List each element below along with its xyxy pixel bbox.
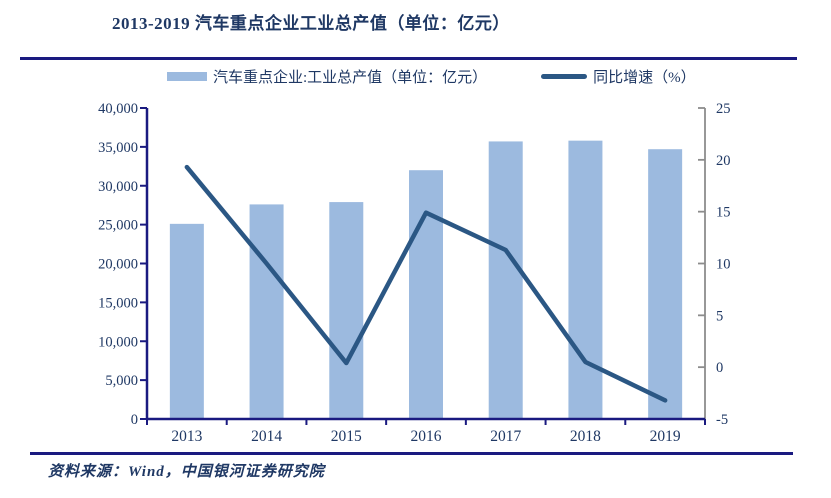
footer-divider xyxy=(30,452,793,455)
left-axis-label: 5,000 xyxy=(105,373,138,389)
x-axis-label-2018: 2018 xyxy=(570,428,601,445)
bar-2015 xyxy=(329,202,364,419)
legend-item-growth-rate: 同比增速（%） xyxy=(541,66,696,87)
bar-2016 xyxy=(409,170,443,419)
right-axis-label: -5 xyxy=(716,412,728,428)
x-axis-label-2019: 2019 xyxy=(650,428,681,445)
right-axis-label: 5 xyxy=(716,308,723,324)
line-series-swatch xyxy=(541,74,588,79)
left-axis-label: 30,000 xyxy=(98,179,138,195)
right-axis-label: 0 xyxy=(716,360,723,376)
chart-title: 2013-2019 汽车重点企业工业总产值（单位：亿元） xyxy=(112,14,510,33)
right-axis-label: 15 xyxy=(716,205,731,221)
bar-2014 xyxy=(249,204,284,419)
left-axis-label: 40,000 xyxy=(98,101,138,117)
left-axis-label: 0 xyxy=(131,412,138,428)
x-axis-label-2014: 2014 xyxy=(251,428,282,445)
x-axis-label-2017: 2017 xyxy=(490,428,521,445)
left-axis-label: 10,000 xyxy=(98,334,138,350)
x-axis-label-2013: 2013 xyxy=(171,428,202,445)
left-axis-label: 15,000 xyxy=(98,295,138,311)
left-axis-label: 35,000 xyxy=(98,140,138,156)
x-axis-label-2016: 2016 xyxy=(411,428,442,445)
x-axis-label-2015: 2015 xyxy=(331,428,362,445)
right-axis-label: 10 xyxy=(716,257,731,273)
bar-2017 xyxy=(488,141,523,419)
chart-legend: 汽车重点企业:工业总产值（单位：亿元） 同比增速（%） xyxy=(167,66,696,87)
legend-item-output-value: 汽车重点企业:工业总产值（单位：亿元） xyxy=(167,66,487,87)
legend-label-growth-rate: 同比增速（%） xyxy=(593,70,696,86)
left-axis-label: 20,000 xyxy=(98,257,138,273)
bar-2019 xyxy=(648,149,683,419)
left-axis-label: 25,000 xyxy=(98,218,138,234)
bar-2013 xyxy=(169,223,204,419)
right-axis-label: 20 xyxy=(716,153,731,169)
source-note: 资料来源：Wind，中国银河证券研究院 xyxy=(48,464,325,480)
header-divider xyxy=(20,57,797,60)
right-axis-label: 25 xyxy=(716,101,731,117)
bar-2018 xyxy=(568,140,603,419)
legend-label-output-value: 汽车重点企业:工业总产值（单位：亿元） xyxy=(213,70,488,86)
bar-series-swatch xyxy=(167,72,207,81)
growth-rate-line xyxy=(184,164,668,403)
